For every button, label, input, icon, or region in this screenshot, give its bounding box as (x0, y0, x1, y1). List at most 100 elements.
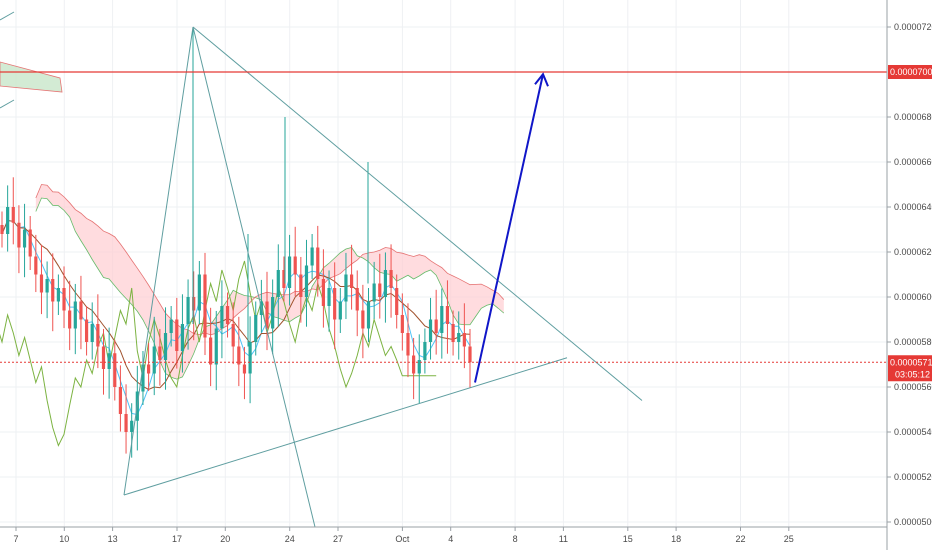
ascending-trendline[interactable] (123, 357, 568, 496)
cloud-fill (35, 184, 504, 380)
candle-body (28, 229, 32, 257)
candle-body (423, 342, 427, 360)
candle-body (445, 306, 450, 324)
time-tick-label: 11 (559, 534, 568, 544)
candle-body (400, 315, 404, 333)
candle-body (22, 229, 27, 248)
span-a-line (35, 197, 505, 380)
candle-body (68, 310, 72, 329)
candle-body (124, 414, 128, 432)
price-axis: 0.00005000 0.00005200 0.00005400 0.00005600… (886, 0, 932, 550)
candle-body (34, 256, 38, 275)
candle-body (372, 283, 376, 302)
candle-body (282, 270, 286, 288)
candle-body (158, 346, 162, 360)
descending-ray[interactable] (192, 26, 316, 528)
candle-body (287, 256, 292, 288)
candle-body (180, 324, 185, 351)
time-tick-label: 18 (671, 534, 681, 544)
candle-body (440, 306, 444, 333)
candle-body (39, 274, 44, 293)
candle-body (51, 279, 55, 302)
candle-body (79, 301, 83, 320)
tenkan-line (1, 219, 471, 416)
candle-body (395, 288, 399, 315)
candle-body (141, 364, 145, 392)
candle-body (299, 274, 303, 297)
candle-body (220, 306, 224, 329)
price-tick-label: 0.00005000 (894, 517, 932, 527)
candle-body (333, 288, 337, 320)
candle-body (118, 387, 123, 414)
candle-body (428, 319, 433, 342)
trend-drawings[interactable] (0, 11, 887, 528)
cloud-fill-early (0, 61, 63, 93)
descending-trendline[interactable] (192, 26, 643, 401)
candle-body (209, 337, 213, 365)
time-tick-label: 4 (448, 534, 453, 544)
time-tick-label: 8 (513, 534, 518, 544)
candle-body (293, 256, 297, 275)
triangle-left-edge[interactable] (123, 26, 194, 496)
candle-body (378, 283, 382, 297)
candle-body (457, 333, 461, 342)
candle-body (163, 333, 168, 360)
offscreen-trendline-mid[interactable] (0, 99, 15, 109)
candle-body (383, 270, 388, 297)
price-tick-label: 0.00006000 (894, 292, 932, 302)
candle-body (242, 364, 247, 374)
time-tick-label: 15 (623, 534, 633, 544)
candle-body (327, 288, 331, 306)
price-tick-label: 0.00007200 (894, 22, 932, 32)
candle-body (186, 297, 190, 324)
candle-body (237, 346, 241, 365)
candle-body (11, 207, 15, 223)
candle-body (73, 301, 77, 329)
price-tick-label: 0.00006400 (894, 202, 932, 212)
price-tick-label: 0.00006800 (894, 112, 932, 122)
candle-body (0, 225, 4, 234)
time-tick-label: 25 (784, 534, 794, 544)
candle-body (361, 310, 365, 329)
candle-body (349, 274, 354, 288)
chikou-line (0, 260, 437, 447)
candle-body (130, 420, 134, 432)
price-tick-label: 0.00005200 (894, 472, 932, 482)
projection-arrow[interactable] (474, 74, 544, 383)
last-price-badge (888, 355, 932, 382)
offscreen-trendline-top[interactable] (0, 11, 15, 21)
price-tick-label: 0.00006200 (894, 247, 932, 257)
target-price-badge (888, 65, 932, 79)
kijun-line (1, 219, 471, 391)
candle-body (271, 297, 275, 329)
candle-body (6, 207, 10, 234)
time-tick-label: 17 (172, 534, 182, 544)
price-tick-label: 0.00005400 (894, 427, 932, 437)
candle-body (152, 346, 156, 374)
candle-body (225, 306, 230, 324)
candle-body (107, 353, 111, 369)
candle-body (344, 274, 348, 302)
ichimoku-cloud (0, 61, 505, 380)
candle-body (192, 297, 196, 311)
candle-body (197, 274, 201, 311)
candle-body (17, 222, 21, 248)
time-axis: 7 10 13 17 20 24 27 Oct 4 8 11 15 18 22 25 (0, 526, 887, 544)
time-tick-label: Oct (395, 534, 410, 544)
price-tick-label: 0.00005800 (894, 337, 932, 347)
candle-body (451, 324, 455, 342)
candle-body (45, 279, 49, 293)
candle-body (254, 315, 258, 342)
candle-body (90, 324, 94, 342)
candle-body (101, 346, 106, 369)
candle-body (56, 288, 60, 302)
candle-body (417, 360, 421, 374)
candle-body (175, 319, 179, 351)
candle-body (248, 342, 252, 374)
candle-body (96, 324, 100, 347)
time-tick-label: 27 (333, 534, 343, 544)
time-tick-label: 22 (735, 534, 745, 544)
